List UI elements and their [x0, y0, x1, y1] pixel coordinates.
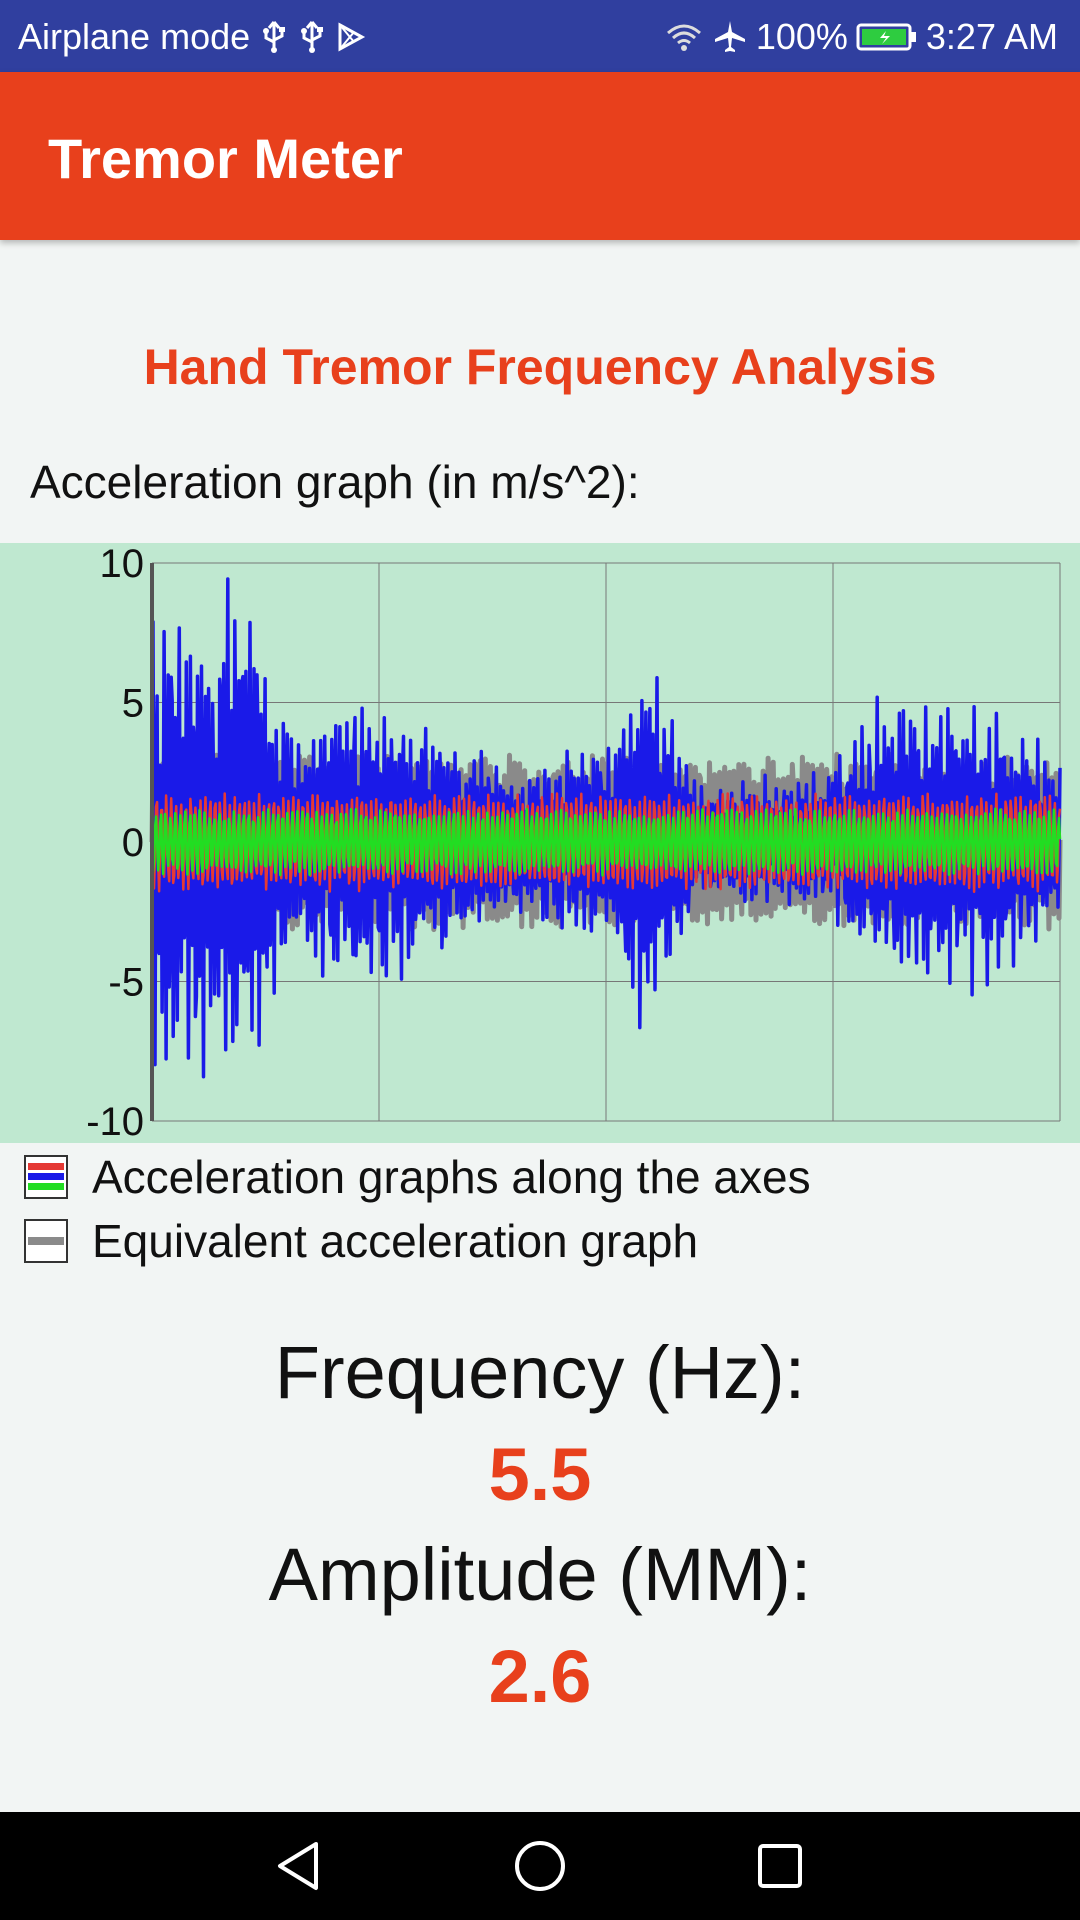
airplane-icon [712, 19, 748, 55]
legend-label-axes: Acceleration graphs along the axes [92, 1151, 811, 1203]
section-title: Hand Tremor Frequency Analysis [143, 339, 937, 395]
battery-percent: 100% [755, 16, 848, 57]
series-line-1 [150, 577, 1062, 1079]
legend-item-equivalent: Equivalent acceleration graph [24, 1215, 698, 1267]
legend-swatch-blue [28, 1173, 64, 1180]
legend-swatch-equivalent [24, 1219, 68, 1263]
usb-icon [260, 20, 288, 54]
status-left: Airplane mode [18, 16, 366, 58]
app-bar: Tremor Meter [0, 72, 1080, 240]
play-store-icon [336, 22, 366, 52]
acceleration-chart: 10 5 0 -5 -10 [0, 542, 1080, 1144]
status-bar: Airplane mode 100% 3:27 AM [0, 0, 1080, 72]
series-line-3 [150, 807, 1062, 877]
acceleration-chart-svg: 10 5 0 -5 -10 [86, 542, 1063, 1144]
home-icon[interactable] [510, 1836, 570, 1896]
battery-icon [856, 22, 918, 52]
back-icon[interactable] [270, 1836, 330, 1896]
airplane-mode-text: Airplane mode [18, 16, 251, 57]
usb-icon [298, 20, 326, 54]
chart-axes: 10 5 0 -5 -10 [86, 542, 154, 1144]
series-line-2 [150, 792, 1062, 894]
legend-swatch-red [28, 1163, 64, 1170]
y-tick-label: -10 [86, 1100, 144, 1143]
app-title: Tremor Meter [48, 127, 403, 190]
legend-swatch-green [28, 1183, 64, 1190]
graph-label: Acceleration graph (in m/s^2): [30, 456, 640, 508]
legend-label-equivalent: Equivalent acceleration graph [92, 1215, 699, 1267]
chart-series [149, 577, 1063, 1079]
amplitude-label: Amplitude (MM): [268, 1533, 812, 1616]
status-right: 100% 3:27 AM [664, 16, 1058, 58]
recents-icon[interactable] [750, 1836, 810, 1896]
legend-item-axes: Acceleration graphs along the axes [24, 1151, 811, 1203]
frequency-label: Frequency (Hz): [274, 1331, 806, 1414]
y-tick-label: 10 [100, 543, 145, 586]
frequency-value: 5.5 [488, 1433, 592, 1516]
amplitude-value: 2.6 [488, 1635, 592, 1718]
legend-swatch-axes [24, 1155, 68, 1199]
y-tick-label: 0 [122, 821, 144, 865]
clock: 3:27 AM [925, 16, 1058, 57]
y-tick-label: 5 [122, 682, 144, 726]
navigation-bar [0, 1812, 1080, 1920]
legend-swatch-gray [28, 1237, 64, 1245]
y-tick-label: -5 [108, 961, 144, 1005]
wifi-icon [664, 21, 704, 53]
